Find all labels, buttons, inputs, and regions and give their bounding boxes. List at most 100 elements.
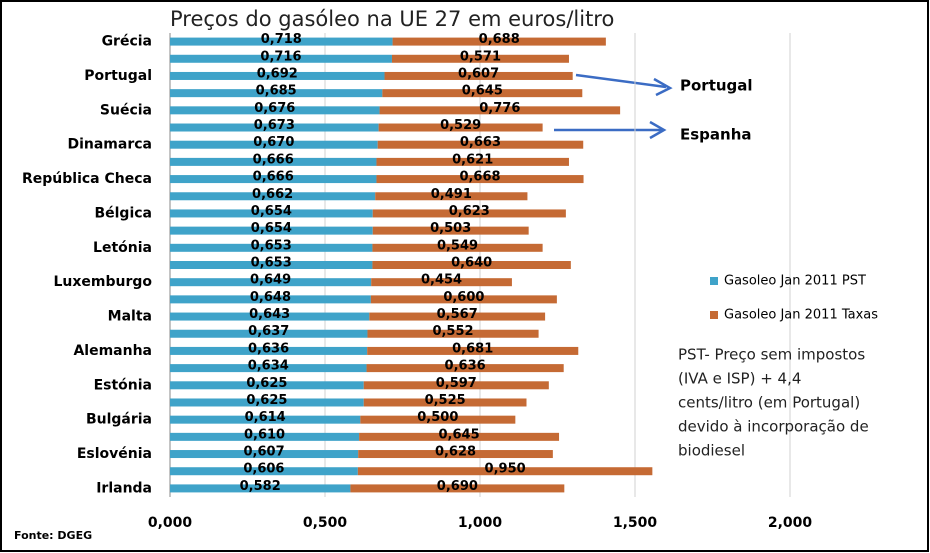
note: cents/litro (em Portugal) xyxy=(678,394,860,412)
bar-segment xyxy=(379,106,621,115)
bar-segment xyxy=(170,295,371,304)
value-label: 0,670 xyxy=(253,135,294,150)
x-tick-label: 1,500 xyxy=(613,515,658,531)
y-tick-label: Estónia xyxy=(94,377,152,393)
y-tick-label: Luxemburgo xyxy=(53,274,152,290)
note: PST- Preço sem impostos xyxy=(678,346,865,364)
bar-segment xyxy=(360,415,516,424)
value-label: 0,625 xyxy=(246,376,287,391)
value-label: 0,666 xyxy=(253,152,294,167)
arrows xyxy=(554,73,673,140)
value-label: 0,645 xyxy=(462,84,503,99)
bar-segment xyxy=(371,278,512,287)
value-label: 0,637 xyxy=(248,324,289,339)
x-tick-label: 0,000 xyxy=(148,515,193,531)
value-label: 0,649 xyxy=(250,273,291,288)
annotation: Espanha xyxy=(680,126,752,144)
value-label: 0,668 xyxy=(459,170,500,185)
y-tick-label: Malta xyxy=(108,309,152,325)
bar-segment xyxy=(170,484,351,493)
bar-segment xyxy=(357,467,653,476)
value-label: 0,610 xyxy=(244,427,285,442)
bar-segment xyxy=(384,71,573,80)
value-label: 0,529 xyxy=(440,118,481,133)
value-label: 0,567 xyxy=(437,307,478,322)
bar-segment xyxy=(170,226,373,235)
value-label: 0,597 xyxy=(436,376,477,391)
value-label: 0,571 xyxy=(460,49,501,64)
value-label: 0,621 xyxy=(452,152,493,167)
y-tick-label: Bélgica xyxy=(94,205,152,221)
bar-segment xyxy=(359,432,560,441)
bar-segment xyxy=(367,329,539,338)
value-label: 0,549 xyxy=(437,238,478,253)
value-label: 0,654 xyxy=(251,204,292,219)
value-label: 0,653 xyxy=(251,256,292,271)
bar-segment xyxy=(170,261,373,269)
value-label: 0,673 xyxy=(254,118,295,133)
bar-segment xyxy=(367,346,579,355)
value-label: 0,676 xyxy=(254,101,295,116)
bar-segment xyxy=(170,54,392,63)
value-label: 0,600 xyxy=(443,290,484,305)
bar-segment xyxy=(366,364,564,373)
bar-segment xyxy=(170,192,376,201)
bar-segment xyxy=(392,37,606,46)
bar-segment xyxy=(170,140,378,149)
bar-segment xyxy=(170,89,383,98)
bar-segment xyxy=(377,140,584,149)
bar-segment xyxy=(170,432,360,441)
bar-segment xyxy=(170,329,368,338)
bar-segment xyxy=(170,157,377,166)
x-tick-label: 0,500 xyxy=(303,515,348,531)
bar-segment xyxy=(170,364,367,373)
value-label: 0,582 xyxy=(240,479,281,494)
y-tick-label: Dinamarca xyxy=(67,137,152,153)
value-label: 0,636 xyxy=(445,359,486,374)
note: devido à incorporação de xyxy=(678,418,869,436)
annotation: Portugal xyxy=(680,77,753,95)
value-label: 0,552 xyxy=(432,324,473,339)
chart-title: Preços do gasóleo na UE 27 em euros/litr… xyxy=(170,7,614,31)
value-label: 0,663 xyxy=(460,135,501,150)
bar-segment xyxy=(170,381,364,390)
value-label: 0,606 xyxy=(243,462,284,477)
value-label: 0,692 xyxy=(257,66,298,81)
bar-segment xyxy=(376,157,569,166)
value-label: 0,681 xyxy=(452,341,493,356)
legend-swatch xyxy=(710,277,718,285)
bar-segment xyxy=(363,381,549,390)
bar-segment xyxy=(170,243,373,252)
value-label: 0,666 xyxy=(253,170,294,185)
note: (IVA e ISP) + 4,4 xyxy=(678,370,801,388)
value-label: 0,625 xyxy=(246,393,287,408)
bar-segment xyxy=(170,312,370,321)
value-label: 0,614 xyxy=(245,410,286,425)
value-label: 0,640 xyxy=(451,256,492,271)
bar-segment xyxy=(378,123,543,132)
value-label: 0,688 xyxy=(479,32,520,47)
value-label: 0,690 xyxy=(437,479,478,494)
y-tick-label: Alemanha xyxy=(73,343,152,359)
bar-segment xyxy=(170,346,368,355)
bar-segment xyxy=(170,398,364,407)
value-label: 0,607 xyxy=(244,445,285,460)
bar-segment xyxy=(370,295,557,304)
bar-segment xyxy=(170,175,377,184)
y-tick-label: Eslovénia xyxy=(77,446,152,462)
note: biodiesel xyxy=(678,442,745,460)
y-tick-label: Bulgária xyxy=(86,412,152,428)
value-label: 0,685 xyxy=(256,84,297,99)
value-label: 0,950 xyxy=(485,462,526,477)
y-tick-label: Grécia xyxy=(102,34,152,50)
bar-segment xyxy=(375,192,528,201)
legend-label: Gasoleo Jan 2011 PST xyxy=(724,274,866,289)
y-tick-label: Portugal xyxy=(84,68,152,84)
y-tick-label: Letónia xyxy=(93,240,152,256)
value-label: 0,716 xyxy=(260,49,301,64)
bar-segment xyxy=(170,415,361,424)
value-label: 0,634 xyxy=(248,359,289,374)
x-tick-label: 2,000 xyxy=(768,515,813,531)
value-label: 0,636 xyxy=(248,341,289,356)
